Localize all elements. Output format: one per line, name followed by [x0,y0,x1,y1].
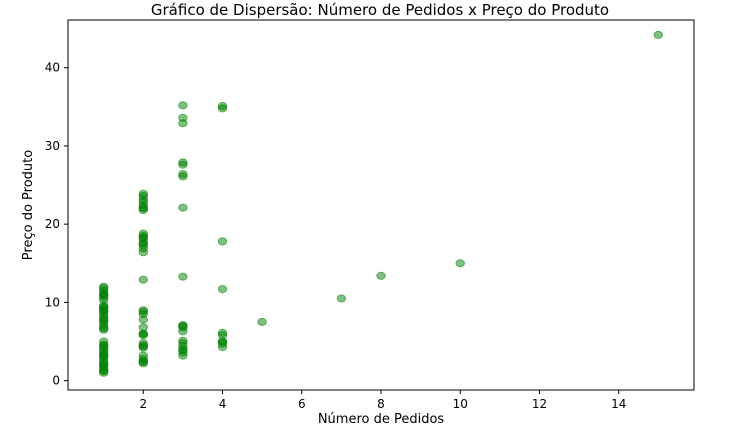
y-axis-label: Preço do Produto [21,150,36,260]
x-tick-label: 8 [377,397,385,411]
data-point [178,336,188,345]
plot-frame [67,19,695,391]
data-point [257,317,267,326]
data-point [138,342,149,351]
data-point [217,337,228,346]
data-point [178,346,188,355]
data-point [138,275,149,284]
y-axis: 0 10 20 30 40 [45,61,68,388]
data-point [138,204,149,213]
data-point [178,321,188,330]
data-point [178,272,188,281]
x-tick-label: 4 [219,397,227,411]
x-tick-label: 6 [298,397,306,411]
data-point [98,360,109,369]
data-point [178,203,188,212]
y-tick-label: 0 [52,374,60,388]
x-tick-label: 14 [611,397,626,411]
y-tick-label: 30 [45,139,60,153]
data-point [98,337,109,346]
data-point [336,294,347,303]
data-point [455,259,465,268]
data-point [653,30,664,39]
data-point [98,350,109,359]
data-point [217,328,228,337]
data-point [138,306,149,315]
x-axis: 2 4 6 8 10 12 14 [139,390,626,411]
data-point [138,233,149,242]
data-point [376,271,386,280]
data-point [217,285,228,294]
data-point [178,158,188,167]
data-points [98,30,664,377]
data-point [217,102,228,111]
data-point [98,290,109,299]
y-tick-label: 10 [45,295,60,309]
data-point [138,329,149,338]
y-tick-label: 40 [45,61,60,75]
data-point [138,357,149,366]
data-point [98,315,109,324]
data-point [98,324,109,333]
data-point [178,170,188,179]
x-tick-label: 12 [532,397,547,411]
data-point [178,113,188,122]
data-point [98,282,109,291]
data-point [178,101,188,110]
data-point [217,237,228,246]
chart-title: Gráfico de Dispersão: Número de Pedidos … [151,1,609,19]
x-tick-label: 10 [453,397,468,411]
x-tick-label: 2 [139,397,147,411]
x-axis-label: Número de Pedidos [318,412,445,427]
y-tick-label: 20 [45,217,60,231]
data-point [138,189,149,198]
data-point [98,303,109,312]
